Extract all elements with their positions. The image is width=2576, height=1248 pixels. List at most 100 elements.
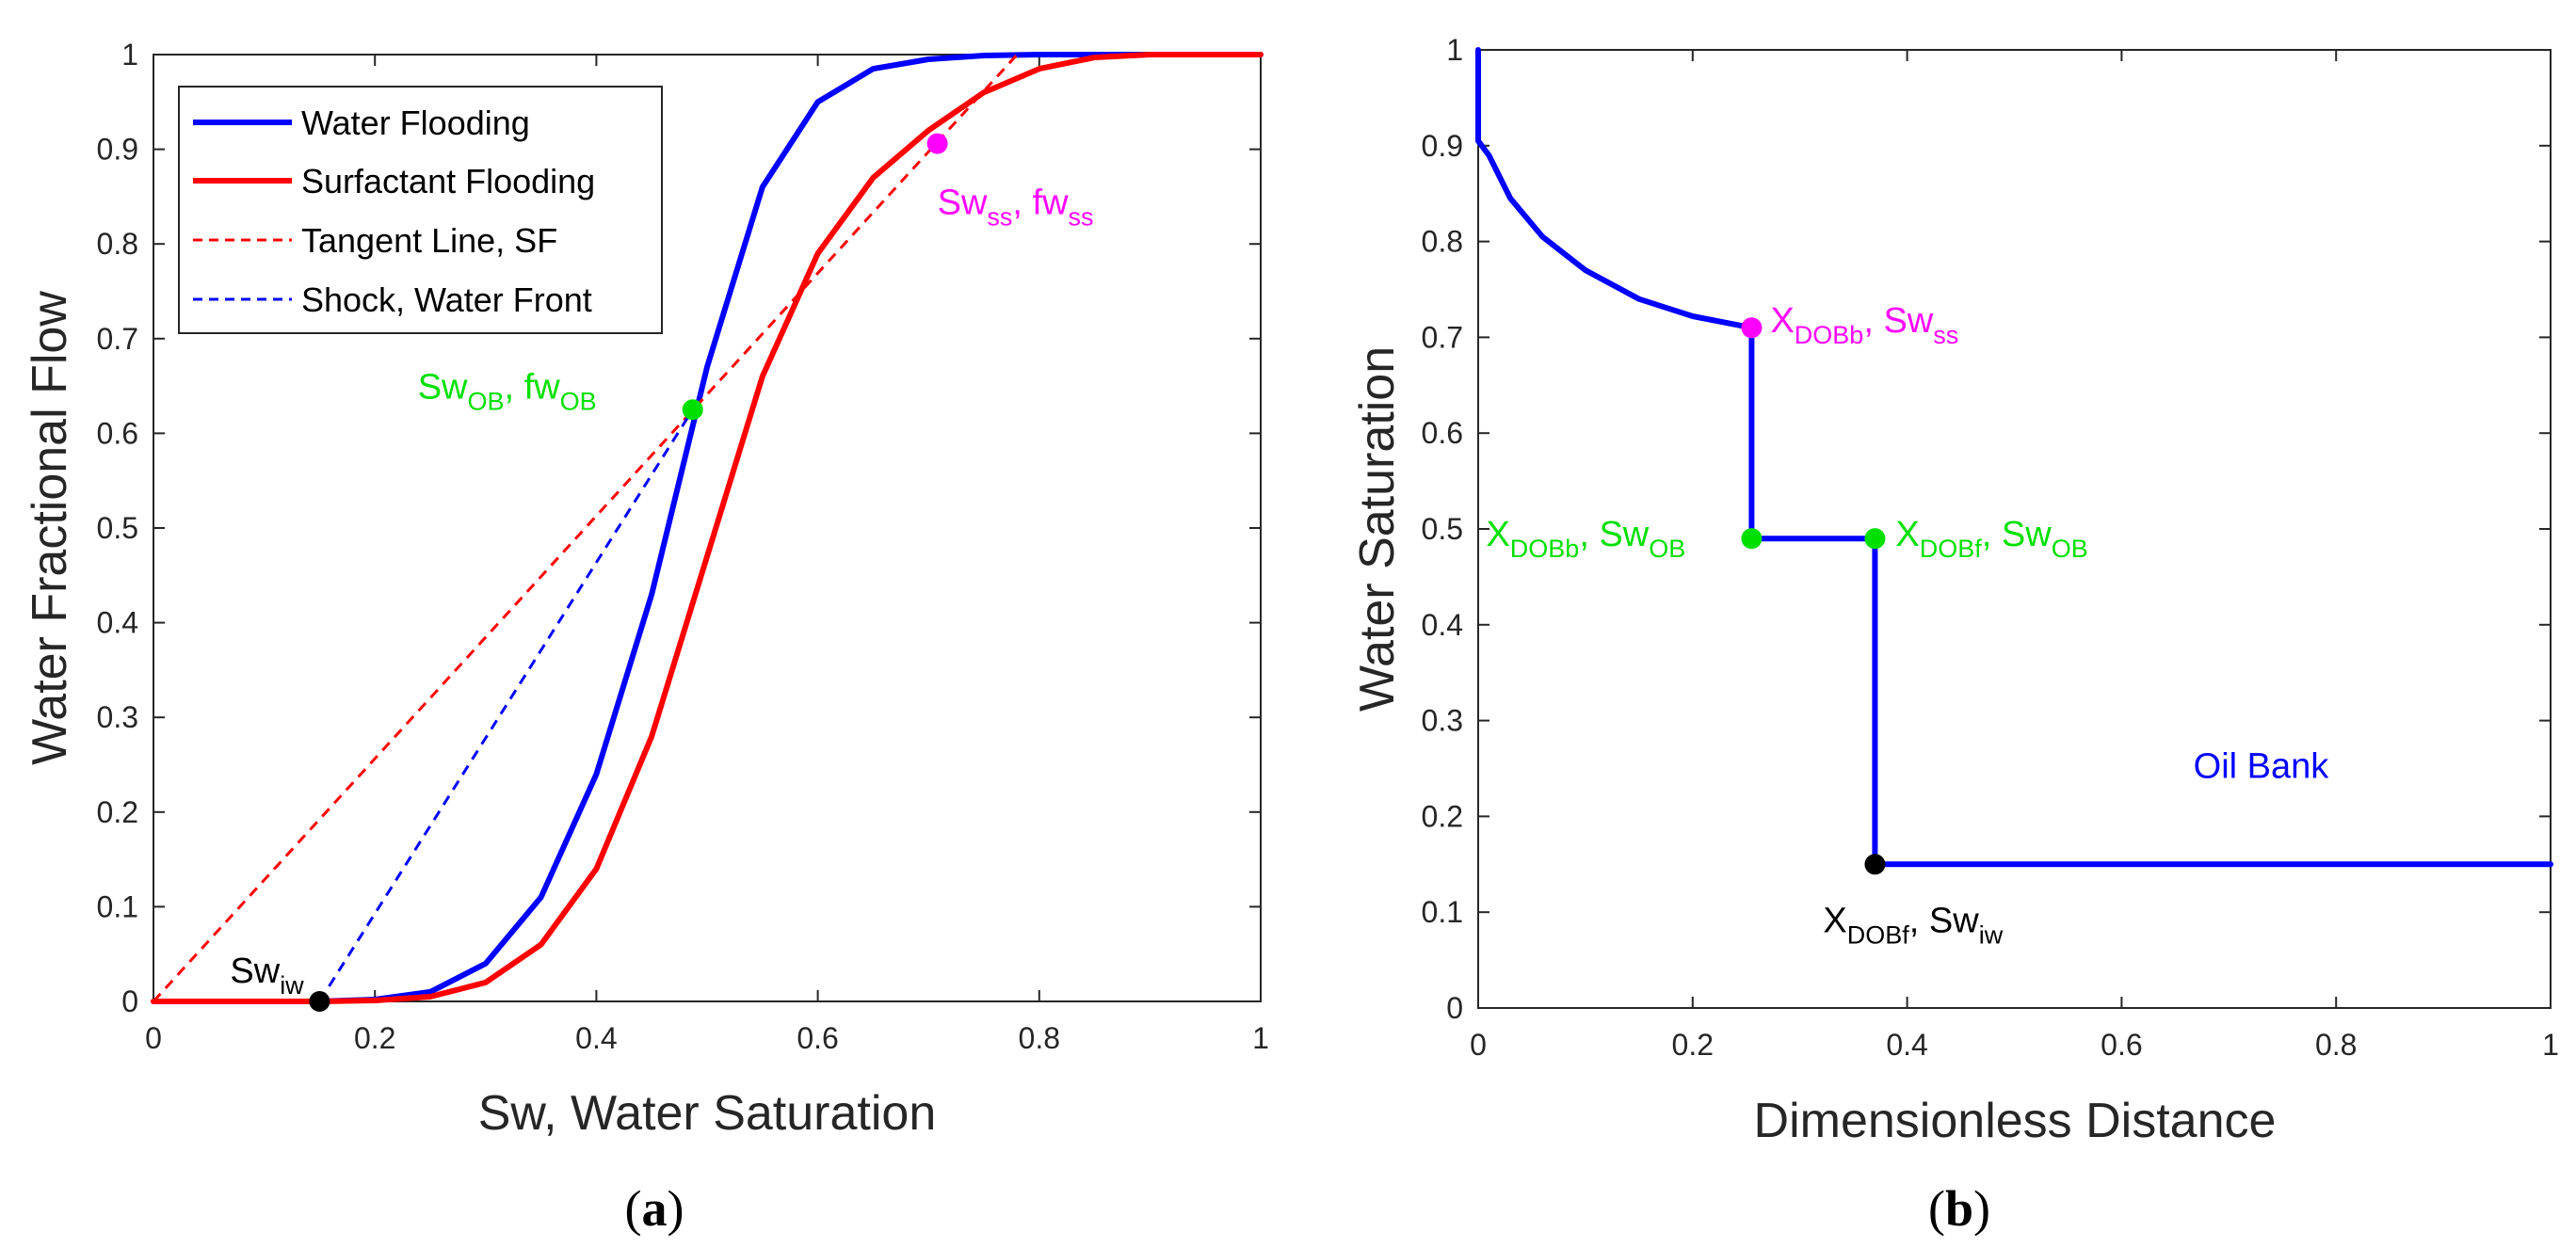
y-tick-label: 0.9: [1422, 129, 1463, 163]
y-tick-label: 0.9: [97, 133, 138, 167]
point-marker-sw-iw: [309, 991, 330, 1012]
point-marker-x-dobf: [1864, 854, 1886, 875]
panel-b-y-ticks: 0 0.1 0.2 0.3 0.4 0.5 0.6 0.7 0.8 0.9 1: [1422, 33, 2551, 1025]
point-marker-x-dobb: [1741, 317, 1763, 339]
legend-label-surfactant-flooding: Surfactant Flooding: [301, 162, 595, 200]
point-label-subscript: OB: [1649, 535, 1685, 563]
x-tick-label: 0.8: [2315, 1028, 2357, 1062]
y-tick-label: 0.5: [97, 511, 138, 545]
panel-b-caption: (b): [1928, 1180, 1990, 1237]
y-tick-label: 1: [121, 38, 138, 72]
point-label-text: ,: [1982, 515, 2002, 554]
point-marker-x-dobf: [1864, 528, 1886, 550]
x-tick-label: 1: [2542, 1028, 2559, 1062]
point-marker-sw-ob: [682, 399, 703, 421]
y-tick-label: 0.3: [1422, 704, 1463, 738]
point-label-x-dobb: XDOBb, Swss: [1770, 301, 1958, 349]
point-label-text: X: [1823, 901, 1846, 940]
legend-label-tangent-line: Tangent Line, SF: [301, 221, 557, 260]
point-label-subscript: OB: [560, 387, 597, 415]
panel-b-y-axis-label: Water Saturation: [1350, 346, 1405, 712]
series-water-flooding: [151, 52, 1264, 1004]
y-tick-label: 0.6: [97, 416, 138, 450]
y-tick-label: 0.1: [1422, 895, 1463, 929]
y-tick-label: 0.5: [1422, 512, 1463, 546]
point-label-text: ,: [1909, 901, 1929, 940]
point-label-sw-ss: Swss, fwss: [938, 184, 1094, 232]
point-label-x-dobf: XDOBf, SwOB: [1895, 515, 2087, 563]
x-tick-label: 0.6: [797, 1021, 838, 1055]
panel-a-x-axis-label: Sw, Water Saturation: [478, 1086, 937, 1141]
y-tick-label: 0.4: [1422, 608, 1463, 642]
point-label-text: ,: [1012, 184, 1032, 223]
y-tick-label: 0.4: [97, 606, 138, 640]
oil-bank-annotation: Oil Bank: [2194, 747, 2330, 787]
point-label-subscript: ss: [1069, 203, 1094, 232]
y-tick-label: 0.6: [1422, 416, 1463, 450]
point-label-subscript: ss: [987, 203, 1012, 232]
point-label-text: fw: [524, 367, 561, 407]
panel-a-legend: Water Flooding Surfactant Flooding Tange…: [178, 86, 663, 334]
point-label-sw-ob: SwOB, fwOB: [418, 367, 597, 415]
x-tick-label: 0.6: [2101, 1028, 2142, 1062]
point-label-subscript: OB: [2052, 535, 2088, 563]
point-marker-sw-ss: [926, 133, 948, 154]
point-label-text: ,: [1579, 515, 1599, 554]
point-label-subscript: OB: [468, 387, 505, 415]
point-label-text: X: [1486, 515, 1509, 554]
y-tick-label: 0.1: [97, 889, 138, 923]
y-tick-label: 0: [1446, 991, 1463, 1025]
x-tick-label: 1: [1252, 1021, 1269, 1055]
point-label-text: X: [1895, 515, 1919, 554]
point-label-text: Sw: [938, 184, 988, 223]
panel-b-saturation-profile-chart: 0 0.1 0.2 0.3 0.4 0.5 0.6 0.7 0.8 0.9 1 0 0.2 0.4 0.6…: [1350, 33, 2559, 1237]
point-label-subscript: ss: [1933, 321, 1958, 349]
panel-a-caption-letter: a: [642, 1180, 668, 1237]
point-label-sw-iw: Swiw: [230, 952, 304, 1000]
y-tick-label: 0.8: [97, 227, 138, 261]
point-label-text: Sw: [418, 367, 468, 407]
panel-b-caption-letter: b: [1945, 1180, 1973, 1237]
y-tick-label: 0.3: [97, 700, 138, 734]
point-label-text: fw: [1033, 184, 1070, 223]
y-tick-label: 0.2: [1422, 799, 1463, 833]
x-tick-label: 0: [145, 1021, 162, 1055]
x-tick-label: 0.2: [1672, 1028, 1714, 1062]
point-label-x-dobf: XDOBf, Swiw: [1823, 901, 2003, 949]
point-label-subscript: DOBb: [1795, 321, 1864, 349]
point-label-subscript: iw: [280, 971, 304, 1000]
x-tick-label: 0.2: [354, 1021, 395, 1055]
legend-label-water-flooding: Water Flooding: [301, 104, 530, 142]
panel-a-series: [151, 52, 1264, 1004]
x-tick-label: 0.4: [1886, 1028, 1927, 1062]
point-label-subscript: DOBb: [1510, 535, 1580, 563]
y-tick-label: 0.8: [1422, 225, 1463, 259]
point-marker-x-dobb: [1741, 528, 1763, 550]
point-label-text: X: [1770, 301, 1794, 341]
x-tick-label: 0: [1470, 1028, 1487, 1062]
y-tick-label: 0: [121, 984, 138, 1018]
legend-label-shock-water-front: Shock, Water Front: [301, 280, 592, 319]
point-label-text: ,: [1863, 301, 1883, 341]
panel-a-y-axis-label: Water Fractional Flow: [23, 291, 77, 765]
point-label-text: Sw: [230, 952, 280, 991]
y-tick-label: 0.2: [97, 795, 138, 829]
panel-b-x-axis-label: Dimensionless Distance: [1754, 1094, 2277, 1148]
y-tick-label: 0.7: [97, 322, 138, 356]
point-label-text: Sw: [1599, 515, 1649, 554]
panel-a-caption: (a): [625, 1180, 684, 1237]
panel-a-x-ticks: 0 0.2 0.4 0.6 0.8 1: [145, 55, 1269, 1055]
y-tick-label: 0.7: [1422, 320, 1463, 354]
y-tick-label: 1: [1446, 33, 1463, 67]
point-label-text: Sw: [2002, 515, 2052, 554]
legend-box: [178, 86, 663, 334]
series-surfactant-flooding: [151, 52, 1264, 1004]
point-label-subscript: iw: [1979, 920, 2004, 949]
point-label-text: ,: [505, 367, 524, 407]
point-label-text: Sw: [1883, 301, 1933, 341]
point-label-subscript: DOBf: [1920, 535, 1983, 563]
x-tick-label: 0.8: [1019, 1021, 1060, 1055]
